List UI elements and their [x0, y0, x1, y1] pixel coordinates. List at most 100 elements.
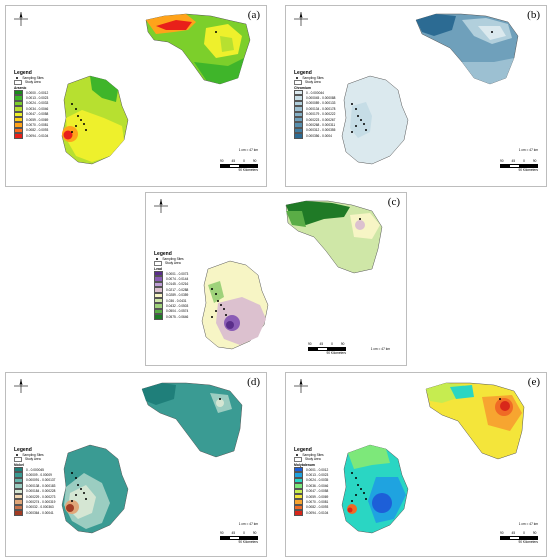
- sampling-label: Sampling Sites: [302, 76, 324, 80]
- legend-class-range: 0.000364 - 0.00041: [26, 510, 54, 515]
- area-label: Study Area: [25, 457, 41, 462]
- area-label: Study Area: [25, 80, 41, 85]
- legend-class-item: 0.0082 - 0.0093: [294, 504, 328, 511]
- legend-swatch: [294, 504, 303, 511]
- legend-class-range: 0.0001 - 0.0012: [306, 467, 329, 472]
- legend-swatch: [14, 116, 23, 123]
- legend-swatch: [14, 510, 23, 516]
- legend-class-item: 0.000356 - 0.0004: [294, 133, 335, 139]
- legend: Legend Sampling Sites Study Area Nickel …: [14, 447, 55, 516]
- legend-class-item: 0.0059 - 0.0069: [294, 493, 328, 500]
- legend-swatch: [154, 314, 163, 320]
- legend-class-item: 0.0013 - 0.0023: [14, 95, 48, 101]
- legend-class-range: 0.0504 - 0.0574: [166, 309, 189, 314]
- legend-class-item: 0.036 - 0.0431: [154, 297, 188, 304]
- study-area-icon: [294, 80, 302, 85]
- legend-swatch: [294, 510, 303, 516]
- legend-class-range: 0.000312 - 0.000355: [306, 128, 336, 133]
- legend-class-item: 0.000268 - 0.000311: [294, 122, 335, 128]
- legend-swatch: [14, 488, 23, 494]
- study-area-icon: [14, 457, 22, 462]
- legend-class-range: 0.0001 - 0.0073: [166, 271, 189, 276]
- scale-bar: 90 45 0 90 90 Kilometers: [220, 159, 258, 172]
- legend-swatch: [14, 477, 23, 484]
- legend-swatch: [14, 122, 23, 128]
- legend-class-range: 0.0036 - 0.0046: [306, 483, 329, 488]
- legend-class-range: 0.000134 - 0.000178: [306, 106, 336, 111]
- legend-swatch: [294, 483, 303, 489]
- area-label: Study Area: [305, 457, 321, 462]
- legend-swatch: [294, 116, 303, 123]
- chromium-map: [341, 13, 519, 165]
- legend-swatch: [154, 287, 163, 293]
- panel-label: (c): [387, 196, 400, 208]
- legend-variable: Lead: [154, 266, 162, 271]
- legend-swatch: [294, 106, 303, 112]
- legend-class-range: 0.000229 - 0.000273: [26, 494, 56, 499]
- sampling-sites: [351, 31, 493, 133]
- legend-class-item: 0.0289 - 0.0359: [154, 292, 188, 298]
- legend-swatch: [294, 472, 303, 478]
- legend-class-range: 0.000089 - 0.000133: [306, 101, 336, 106]
- legend-classes: 0 - 0.000045 0.00009 - 0.00009 0.000091 - …: [14, 467, 55, 516]
- legend-title: Legend: [14, 70, 32, 76]
- legend-class-item: 0.0001 - 0.0073: [154, 271, 189, 277]
- legend-variable: Nickel: [14, 462, 24, 467]
- scale-ratio: 1 cm = 47 km: [370, 347, 390, 351]
- legend-class-item: 0.0024 - 0.0035: [294, 477, 328, 484]
- scale-bar: 90 45 0 90 90 Kilometers: [308, 342, 346, 355]
- legend-class-item: 0.0034 - 0.0046: [14, 106, 48, 112]
- study-area-icon: [294, 457, 302, 462]
- legend-swatch: [294, 111, 303, 117]
- legend: Legend Sampling Sites Study Area Chromiu…: [294, 70, 335, 139]
- legend-class-range: 0.0070 - 0.0081: [26, 122, 49, 127]
- study-area-icon: [154, 261, 162, 266]
- legend-swatch: [294, 122, 303, 128]
- legend-class-item: 0.000089 - 0.000133: [294, 100, 336, 107]
- legend-class-range: 0 - 0.000045: [26, 467, 44, 472]
- legend-class-item: 0.000134 - 0.000178: [294, 106, 336, 112]
- scale-ratio: 1 cm = 47 km: [238, 522, 258, 526]
- legend-swatch: [154, 281, 163, 288]
- legend-swatch: [14, 133, 23, 139]
- legend-class-range: 0.0094 - 0.0104: [306, 510, 329, 515]
- legend-class-item: 0.0070 - 0.0081: [14, 122, 49, 128]
- legend-class-range: 0.000356 - 0.0004: [306, 133, 332, 138]
- legend-swatch: [14, 127, 23, 134]
- legend-title: Legend: [294, 70, 312, 76]
- scale-bar: 90 45 0 90 90 Kilometers: [500, 531, 538, 544]
- legend-class-range: 0.0000 - 0.0012: [26, 90, 49, 95]
- legend-class-range: 0.0145 - 0.0216: [166, 282, 189, 287]
- legend-variable: Molybdenum: [294, 462, 315, 467]
- legend-class-item: 0.000091 - 0.000137: [14, 477, 56, 484]
- legend-class-range: 0.000091 - 0.000137: [26, 478, 56, 483]
- north-arrow-icon: [154, 199, 168, 213]
- legend-swatch: [14, 95, 23, 101]
- sampling-site-icon: [156, 257, 159, 261]
- sampling-sites: [71, 398, 221, 502]
- legend-class-item: 0 - 0.000044: [294, 90, 335, 96]
- map-panel-nickel: (d) Legend Sampling Sites Study Area Nic…: [5, 372, 267, 557]
- legend-class-range: 0.0575 - 0.0646: [166, 314, 189, 319]
- legend-class-range: 0.00032 - 0.000363: [26, 505, 54, 510]
- legend-class-range: 0.0217 - 0.0288: [166, 287, 189, 292]
- legend-swatch: [14, 472, 23, 478]
- sampling-sites: [351, 398, 501, 502]
- legend-swatch: [14, 483, 23, 489]
- legend-class-item: 0.000184 - 0.000228: [14, 488, 56, 494]
- legend-class-range: 0.000184 - 0.000228: [26, 489, 56, 494]
- scale-ratio: 1 cm = 47 km: [238, 148, 258, 152]
- legend-class-item: 0.00032 - 0.000363: [14, 504, 55, 511]
- legend-class-item: 0.0074 - 0.0144: [154, 276, 188, 282]
- legend-class-item: 0.000138 - 0.000183: [14, 483, 55, 489]
- legend-swatch: [14, 504, 23, 511]
- scale-bar: 90 45 0 90 90 Kilometers: [220, 531, 258, 544]
- legend-swatch: [14, 106, 23, 112]
- sampling-label: Sampling Sites: [22, 453, 44, 457]
- legend-swatch: [14, 499, 23, 505]
- panel-label: (d): [247, 376, 260, 388]
- legend-class-item: 0.000229 - 0.000273: [14, 493, 56, 500]
- legend-class-item: 0.0145 - 0.0216: [154, 281, 189, 288]
- area-label: Study Area: [305, 80, 321, 85]
- map-panel-lead: (c) Legend Sampling Sites Study Area Lea…: [145, 192, 407, 366]
